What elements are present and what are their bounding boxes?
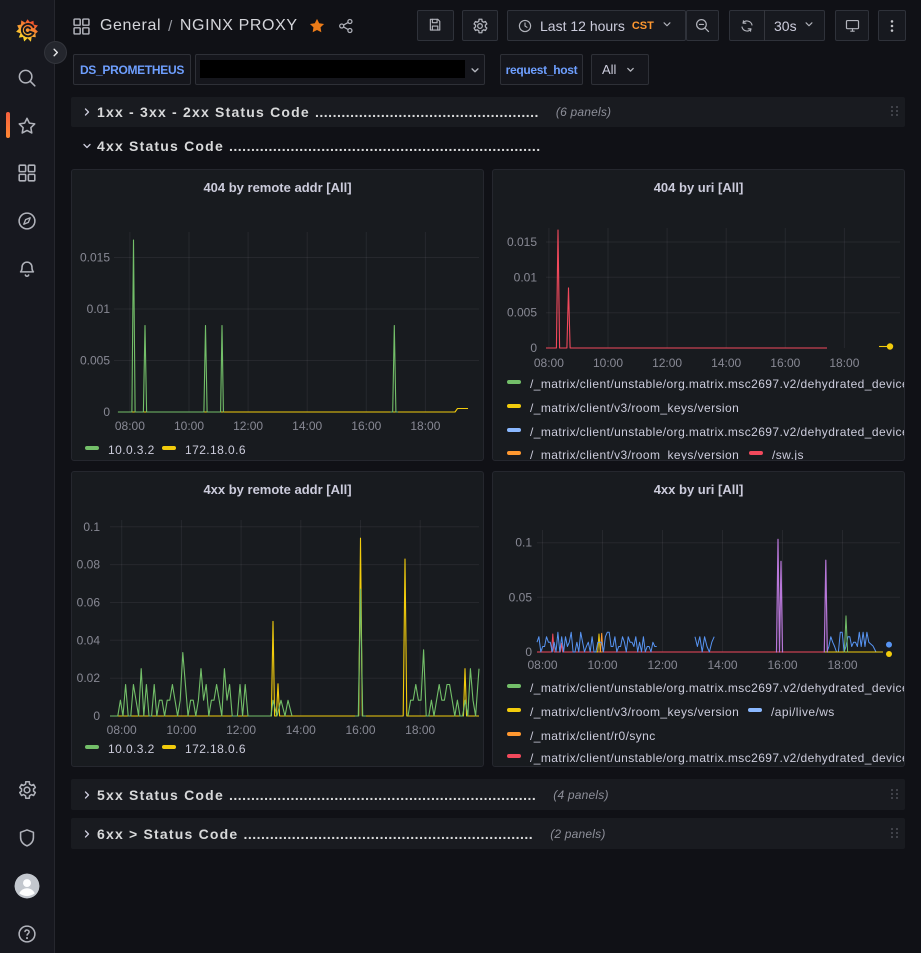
svg-text:10:00: 10:00 (587, 658, 617, 672)
svg-text:/_matrix/client/r0/sync: /_matrix/client/r0/sync (530, 729, 656, 743)
svg-text:12:00: 12:00 (647, 658, 677, 672)
svg-text:0.04: 0.04 (77, 633, 101, 647)
svg-text:10:00: 10:00 (593, 356, 623, 370)
svg-text:172.18.0.6: 172.18.0.6 (185, 742, 246, 756)
svg-text:12:00: 12:00 (226, 723, 256, 737)
svg-text:/_matrix/client/unstable/org.m: /_matrix/client/unstable/org.matrix.msc2… (530, 681, 905, 695)
svg-text:0.01: 0.01 (514, 270, 538, 284)
svg-text:18:00: 18:00 (829, 356, 859, 370)
svg-text:0.05: 0.05 (509, 590, 533, 604)
svg-text:10:00: 10:00 (166, 723, 196, 737)
svg-text:0.06: 0.06 (77, 595, 101, 609)
svg-text:/api/live/ws: /api/live/ws (771, 705, 835, 719)
svg-text:18:00: 18:00 (827, 658, 857, 672)
svg-text:0.015: 0.015 (507, 235, 537, 249)
svg-text:08:00: 08:00 (107, 723, 137, 737)
svg-text:16:00: 16:00 (770, 356, 800, 370)
svg-text:0.005: 0.005 (80, 354, 110, 368)
svg-text:16:00: 16:00 (767, 658, 797, 672)
svg-text:0.015: 0.015 (80, 251, 110, 265)
svg-text:16:00: 16:00 (351, 419, 381, 433)
svg-text:/_matrix/client/v3/room_keys/v: /_matrix/client/v3/room_keys/version (530, 705, 739, 719)
svg-text:0: 0 (103, 405, 110, 419)
svg-text:172.18.0.6: 172.18.0.6 (185, 443, 246, 457)
svg-text:/sw.js: /sw.js (772, 448, 804, 461)
svg-text:14:00: 14:00 (711, 356, 741, 370)
svg-text:0: 0 (525, 645, 532, 659)
svg-text:08:00: 08:00 (527, 658, 557, 672)
svg-text:10:00: 10:00 (174, 419, 204, 433)
svg-text:/_matrix/client/v3/room_keys/v: /_matrix/client/v3/room_keys/version (530, 401, 739, 415)
svg-text:/_matrix/client/v3/room_keys/v: /_matrix/client/v3/room_keys/version (530, 448, 739, 461)
svg-text:14:00: 14:00 (292, 419, 322, 433)
svg-text:14:00: 14:00 (286, 723, 316, 737)
svg-text:0.005: 0.005 (507, 306, 537, 320)
svg-text:0.02: 0.02 (77, 671, 101, 685)
svg-text:/_matrix/client/unstable/org.m: /_matrix/client/unstable/org.matrix.msc2… (530, 425, 905, 439)
svg-text:08:00: 08:00 (115, 419, 145, 433)
svg-text:0: 0 (93, 709, 100, 723)
svg-text:/_matrix/client/unstable/org.m: /_matrix/client/unstable/org.matrix.msc2… (530, 751, 905, 765)
svg-text:0.08: 0.08 (77, 558, 101, 572)
svg-text:0.1: 0.1 (83, 520, 100, 534)
svg-text:0: 0 (530, 341, 537, 355)
svg-text:12:00: 12:00 (652, 356, 682, 370)
svg-text:18:00: 18:00 (405, 723, 435, 737)
svg-text:10.0.3.2: 10.0.3.2 (108, 443, 155, 457)
svg-text:12:00: 12:00 (233, 419, 263, 433)
svg-text:0.01: 0.01 (87, 302, 111, 316)
svg-text:/_matrix/client/unstable/org.m: /_matrix/client/unstable/org.matrix.msc2… (530, 377, 905, 391)
svg-text:18:00: 18:00 (410, 419, 440, 433)
svg-text:16:00: 16:00 (345, 723, 375, 737)
svg-text:14:00: 14:00 (707, 658, 737, 672)
svg-text:10.0.3.2: 10.0.3.2 (108, 742, 155, 756)
svg-text:0.1: 0.1 (515, 536, 532, 550)
svg-text:08:00: 08:00 (534, 356, 564, 370)
